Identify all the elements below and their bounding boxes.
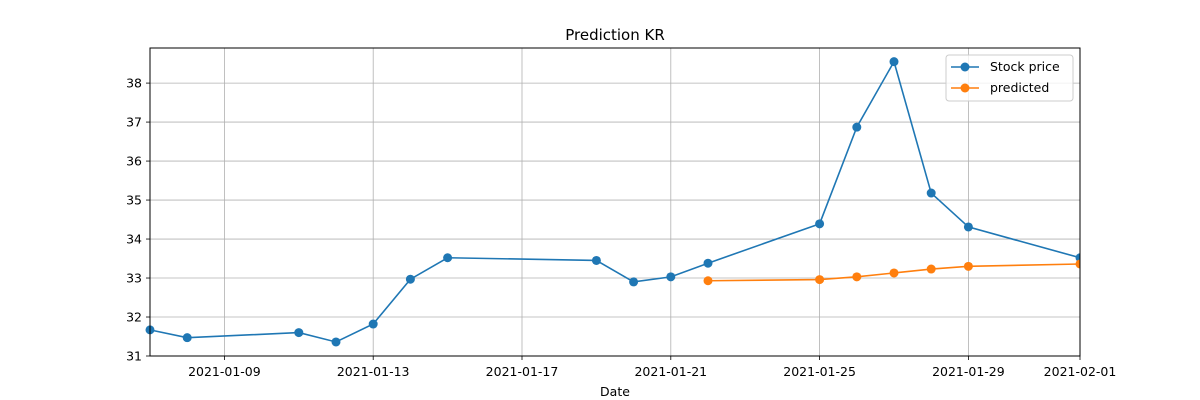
x-tick-label: 2021-01-21	[634, 364, 707, 379]
plot-frame	[149, 47, 1081, 357]
data-point-predicted	[852, 272, 862, 282]
data-point-predicted	[703, 276, 713, 286]
x-tick-label: 2021-02-01	[1044, 364, 1117, 379]
y-tick-label: 34	[126, 232, 142, 247]
y-tick-label: 32	[126, 310, 142, 325]
y-tick-label: 38	[126, 76, 142, 91]
data-point-stock-price	[963, 222, 973, 232]
y-tick-label: 36	[126, 154, 142, 169]
x-tick-label: 2021-01-17	[486, 364, 559, 379]
x-tick-label: 2021-01-25	[783, 364, 856, 379]
data-point-stock-price	[629, 277, 639, 287]
legend: Stock price predicted	[945, 54, 1074, 102]
data-point-predicted	[1075, 259, 1080, 269]
data-point-stock-price	[294, 328, 304, 338]
data-point-stock-price	[182, 333, 192, 343]
data-point-stock-price	[889, 57, 899, 67]
data-point-predicted	[815, 275, 825, 285]
data-point-predicted	[889, 268, 899, 278]
data-point-stock-price	[591, 255, 601, 265]
axis-ticks: 2021-01-09 2021-01-13 2021-01-17 2021-01-21…	[126, 76, 1116, 379]
legend-marker-predicted	[960, 83, 970, 93]
data-point-stock-price	[926, 188, 936, 198]
x-tick-label: 2021-01-09	[188, 364, 261, 379]
data-point-stock-price	[368, 319, 378, 329]
legend-marker-stock-price	[960, 62, 970, 72]
y-tick-label: 37	[126, 115, 142, 130]
data-point-stock-price	[666, 272, 676, 282]
data-point-stock-price	[405, 274, 415, 284]
chart-title: Prediction KR	[565, 26, 665, 44]
y-tick-label: 33	[126, 271, 142, 286]
x-tick-label: 2021-01-13	[337, 364, 410, 379]
y-tick-label: 31	[126, 349, 142, 364]
data-point-stock-price	[815, 219, 825, 229]
data-point-stock-price	[703, 258, 713, 268]
data-point-stock-price	[331, 337, 341, 347]
data-point-predicted	[963, 261, 973, 271]
series-predicted	[703, 259, 1080, 286]
data-point-predicted	[926, 264, 936, 274]
x-axis-label: Date	[600, 384, 630, 399]
series-stock-price	[145, 57, 1080, 347]
y-tick-label: 35	[126, 193, 142, 208]
data-point-stock-price	[852, 122, 862, 132]
legend-label-stock-price: Stock price	[990, 59, 1060, 74]
x-tick-label: 2021-01-29	[932, 364, 1005, 379]
data-point-stock-price	[443, 253, 453, 263]
series-group	[145, 57, 1080, 347]
legend-label-predicted: predicted	[990, 80, 1049, 95]
